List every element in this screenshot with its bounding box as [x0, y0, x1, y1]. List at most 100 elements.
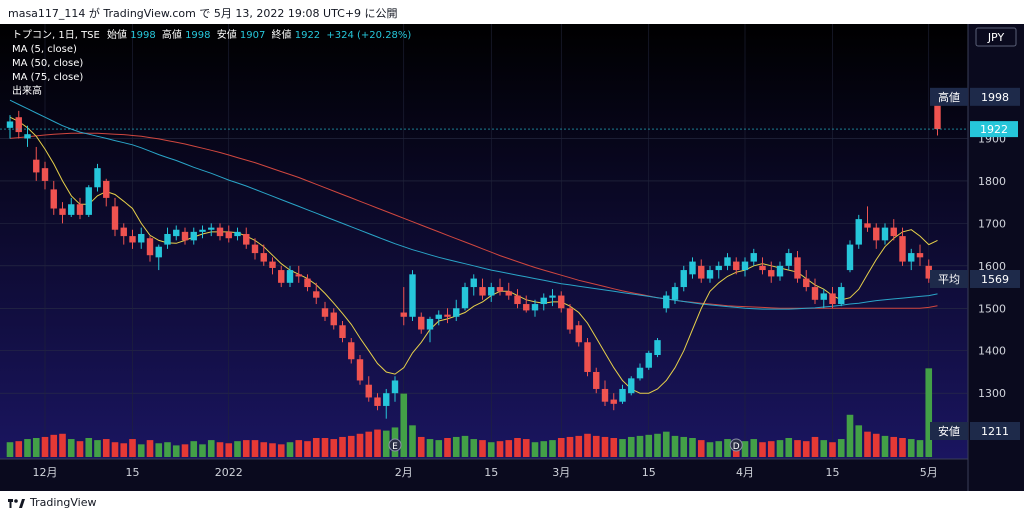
candle-body	[41, 168, 49, 181]
candle-body	[838, 287, 845, 305]
currency-label: JPY	[987, 31, 1005, 44]
candle-body	[94, 168, 101, 188]
candle-body	[558, 295, 565, 309]
candle-body	[671, 287, 679, 300]
time-tick-label: 15	[642, 466, 656, 479]
price-tag-value: 1569	[981, 273, 1009, 286]
volume-bar	[417, 436, 425, 457]
volume-bar	[925, 368, 933, 457]
footer-bar: TradingView	[0, 491, 1024, 515]
candle-body	[33, 159, 40, 173]
candle-body	[409, 274, 416, 317]
candle-body	[321, 308, 329, 317]
candle-body	[654, 340, 661, 355]
volume-bar	[461, 435, 469, 457]
legend-indicator-ma5[interactable]: MA (5, close)	[12, 44, 77, 55]
candle-body	[190, 231, 197, 241]
volume-bar	[444, 438, 451, 457]
publish-header: masa117_114 が TradingView.com で 5月 13, 2…	[0, 0, 1024, 24]
candle-body	[680, 270, 687, 288]
tradingview-brand-text: TradingView	[30, 496, 97, 509]
candle-body	[584, 342, 591, 372]
legend-close-value: 1922	[295, 30, 320, 41]
volume-bar	[566, 436, 574, 457]
candle-body	[216, 227, 224, 237]
legend-symbol: トプコン, 1日, TSE	[12, 29, 100, 41]
volume-bar	[32, 438, 40, 457]
candle-body	[50, 189, 57, 209]
volume-bar	[767, 441, 775, 457]
candle-body	[426, 318, 434, 330]
candle-body	[138, 233, 145, 243]
volume-bar	[479, 440, 486, 457]
volume-bar	[531, 442, 539, 457]
volume-bar	[102, 439, 110, 457]
candle-body	[663, 295, 670, 309]
chart-area[interactable]: 1300 1400 1500 1600 1700 1800 1900 12月 15 2022 2月…	[0, 24, 1024, 491]
legend-indicator-volume[interactable]: 出来高	[12, 84, 42, 97]
price-tick-label: 1300	[978, 387, 1006, 400]
volume-bar	[321, 438, 329, 457]
tradingview-logo[interactable]: TradingView	[8, 496, 96, 509]
volume-bar	[251, 440, 259, 457]
volume-bar	[540, 441, 548, 457]
candle-body	[435, 314, 442, 319]
volume-bar	[785, 438, 793, 457]
candle-body	[645, 352, 652, 368]
volume-bar	[94, 440, 101, 457]
candle-body	[68, 204, 75, 215]
legend-open-label: 始値	[107, 28, 127, 41]
candle-body	[479, 287, 486, 296]
volume-bar	[864, 431, 871, 457]
candle-body	[566, 308, 574, 330]
time-tick-label: 15	[826, 466, 840, 479]
volume-bar	[295, 440, 303, 457]
candle-body	[234, 231, 241, 237]
volume-bar	[260, 442, 268, 457]
candle-body	[356, 359, 364, 381]
volume-bar	[129, 439, 136, 457]
volume-bar	[120, 443, 128, 457]
candle-body	[85, 187, 92, 215]
candle-body	[759, 265, 766, 271]
candle-body	[628, 378, 635, 394]
legend-indicator-ma75[interactable]: MA (75, close)	[12, 72, 83, 83]
candle-body	[383, 393, 390, 406]
candle-body	[619, 388, 626, 402]
legend-indicator-ma50[interactable]: MA (50, close)	[12, 58, 83, 69]
time-tick-label: 2月	[395, 466, 413, 479]
volume-bar	[662, 431, 670, 457]
price-tag-label: 平均	[938, 273, 960, 286]
legend-high-value: 1998	[185, 30, 210, 41]
price-tag-value-box	[970, 87, 1020, 106]
volume-bar	[829, 442, 836, 457]
volume-bar	[505, 440, 513, 457]
candle-body	[864, 223, 871, 228]
currency-button[interactable]: JPY	[975, 27, 1017, 47]
volume-bar	[435, 440, 443, 457]
candle-body	[146, 238, 154, 256]
price-tags: 高値 1998 1922 平均 1569 安値 1211	[0, 87, 1020, 440]
volume-bar	[759, 442, 766, 457]
candle-body	[636, 367, 644, 379]
candle-body	[741, 261, 749, 271]
candle-body	[698, 265, 705, 279]
time-tick-label: 5月	[920, 466, 938, 479]
candle-body	[890, 227, 897, 237]
volume-bar	[76, 441, 84, 457]
candle-body	[488, 287, 495, 296]
legend-high-label: 高値	[162, 28, 182, 41]
volume-bar	[339, 436, 346, 457]
candle-body	[768, 270, 775, 277]
volume-bar	[837, 439, 845, 457]
price-tag-label-box	[930, 269, 968, 288]
time-axis-labels: 12月 15 2022 2月 15 3月 15 4月 15 5月	[33, 466, 938, 479]
volume-bar	[671, 435, 679, 457]
volume-bar	[496, 441, 504, 457]
candle-body	[706, 270, 714, 279]
event-marker-icon	[388, 438, 402, 452]
volume-bar	[312, 438, 320, 457]
candle-body	[794, 257, 801, 279]
candle-body	[111, 206, 119, 230]
